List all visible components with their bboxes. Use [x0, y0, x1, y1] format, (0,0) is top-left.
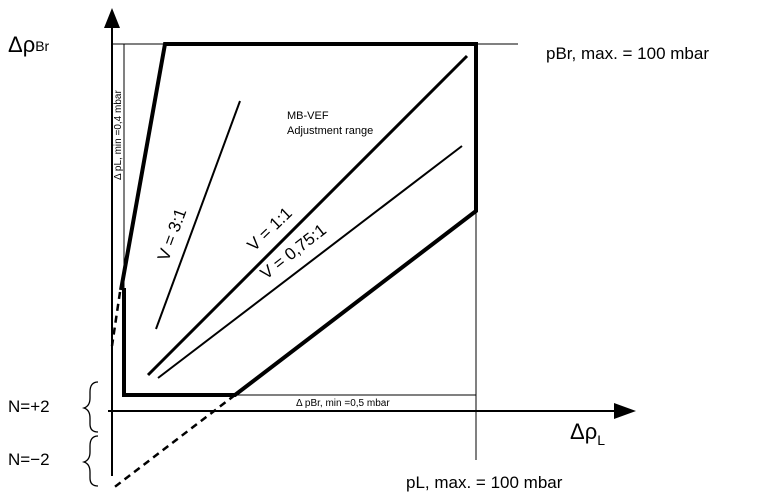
region-title-line1: MB-VEF	[287, 110, 329, 122]
svg-text:ΔρBr: ΔρBr	[8, 32, 50, 57]
ratio-line-3-1	[155, 100, 241, 330]
dashed-extension-left	[110, 291, 122, 347]
pl-min-label: Δ pL, min =0,4 mbar	[113, 90, 124, 180]
brace-n-minus	[81, 435, 99, 487]
n-plus-label: N=+2	[8, 397, 50, 416]
ratio-line-0-75-1	[157, 145, 463, 379]
pbr-max-label: pBr, max. = 100 mbar	[546, 44, 709, 63]
region-title-line2: Adjustment range	[287, 125, 373, 137]
pl-max-label: pL, max. = 100 mbar	[406, 473, 563, 492]
pbr-min-label: Δ pBr, min =0,5 mbar	[296, 398, 390, 409]
ratio-label-3-1: V = 3:1	[154, 206, 190, 264]
x-axis-label: ΔρL	[570, 419, 605, 448]
adjustment-range-boundary	[119, 42, 478, 397]
brace-n-plus	[81, 381, 99, 433]
x-axis-arrowhead	[614, 403, 636, 419]
y-axis-arrowhead	[104, 8, 120, 28]
y-axis-label: ΔρBr	[8, 32, 50, 57]
ratio-line-1-1	[146, 54, 469, 377]
dashed-extension-bottom	[111, 394, 236, 490]
svg-text:ΔρL: ΔρL	[570, 419, 605, 448]
n-minus-label: N=−2	[8, 450, 50, 469]
